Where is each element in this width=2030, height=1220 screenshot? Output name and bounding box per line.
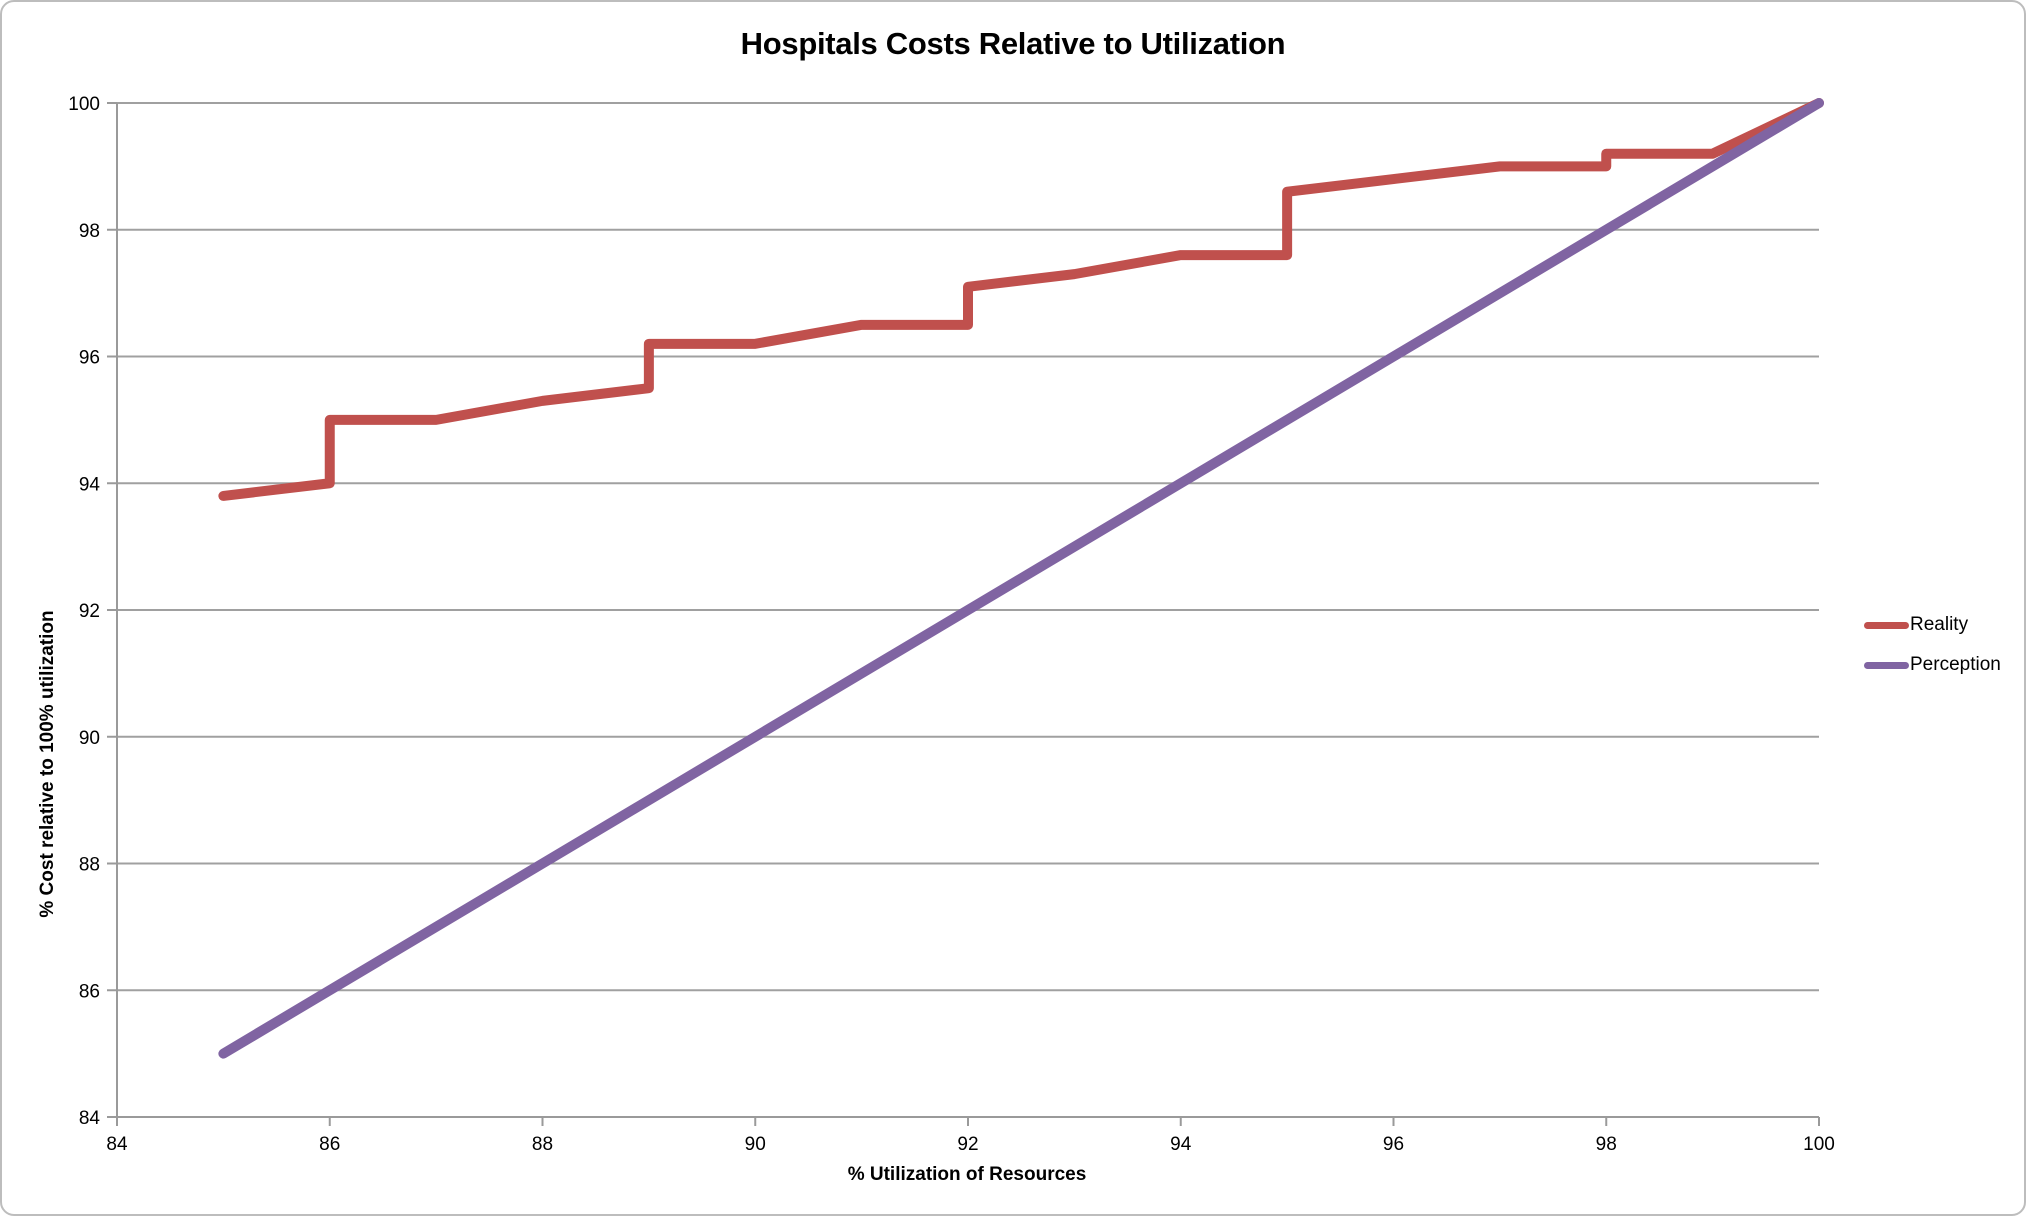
y-tick-label-86: 86 [79, 981, 100, 1002]
y-tick-label-84: 84 [79, 1108, 101, 1129]
x-tick-label-92: 92 [957, 1134, 978, 1155]
legend-swatch-perception-icon [1864, 661, 1909, 669]
x-tick-label-96: 96 [1383, 1134, 1404, 1155]
x-tick-label-88: 88 [532, 1134, 553, 1155]
series-line-reality[interactable] [218, 98, 1824, 501]
y-tick-label-88: 88 [79, 855, 100, 876]
y-tick-label-90: 90 [79, 728, 100, 749]
x-tick-label-94: 94 [1170, 1134, 1192, 1155]
legend-item-label: Perception [1910, 654, 2001, 675]
chart-title: Hospitals Costs Relative to Utilization [740, 26, 1286, 61]
y-tick-label-98: 98 [79, 221, 100, 242]
legend-item-perception[interactable]: Perception [1864, 653, 2001, 677]
y-tick-label-94: 94 [79, 474, 101, 495]
x-tick-label-84: 84 [106, 1134, 128, 1155]
legend: Reality Perception [1864, 613, 2001, 693]
x-tick-label-90: 90 [745, 1134, 766, 1155]
x-tick-label-98: 98 [1596, 1134, 1617, 1155]
legend-item-reality[interactable]: Reality [1864, 613, 2001, 637]
y-tick-label-96: 96 [79, 348, 100, 369]
x-tick-label-86: 86 [319, 1134, 340, 1155]
x-axis-title: % Utilization of Resources [847, 1164, 1087, 1185]
y-tick-label-100: 100 [68, 94, 100, 115]
x-tick-label-100: 100 [1803, 1134, 1835, 1155]
legend-swatch-reality-icon [1864, 621, 1909, 629]
y-tick-label-92: 92 [79, 601, 100, 622]
series-line-perception[interactable] [218, 98, 1824, 1059]
legend-item-label: Reality [1910, 614, 1969, 635]
